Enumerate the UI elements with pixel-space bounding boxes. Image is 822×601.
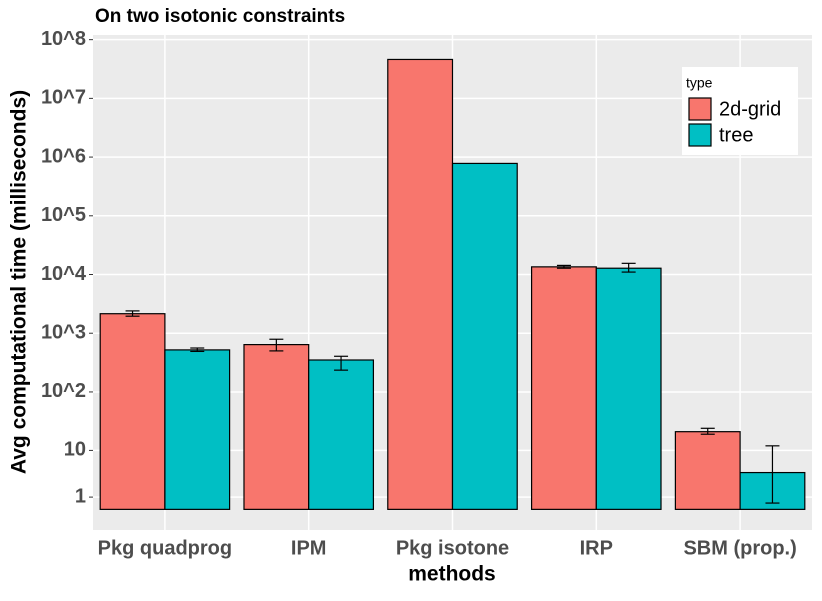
bar [387, 58, 454, 510]
x-axis-title: methods [408, 563, 496, 586]
bar [308, 359, 375, 510]
y-tick-label: 10^5 [41, 204, 86, 226]
y-tick-label: 10^6 [41, 145, 86, 167]
x-tick-label: IRP [580, 537, 613, 559]
y-tick-label: 10^3 [41, 322, 86, 344]
legend-label: tree [719, 124, 753, 146]
y-axis-title: Avg computational time (milliseconds) [8, 90, 31, 474]
error-bar [700, 427, 715, 435]
bar [595, 267, 662, 510]
y-tick-label: 10 [64, 439, 86, 461]
x-tick-label: Pkg quadprog [98, 537, 232, 559]
x-tick-label: IPM [291, 537, 327, 559]
error-bar [556, 264, 571, 269]
y-tick-label: 10^8 [41, 28, 86, 50]
bar [530, 266, 597, 510]
chart-title: On two isotonic constraints [95, 6, 345, 27]
x-tick-label: SBM (prop.) [683, 537, 796, 559]
error-bar [334, 355, 349, 371]
y-tick-label: 10^7 [41, 87, 86, 109]
legend-key [688, 123, 712, 147]
error-bar [269, 338, 284, 352]
bar [243, 344, 310, 510]
y-tick-label: 1 [75, 485, 86, 507]
bar [164, 349, 231, 510]
error-bar [621, 262, 636, 273]
y-tick-label: 10^4 [41, 263, 87, 285]
error-bar [765, 445, 780, 504]
legend-key [688, 97, 712, 121]
bar [451, 162, 518, 510]
error-bar [190, 347, 205, 353]
x-tick-label: Pkg isotone [396, 537, 509, 559]
bar [674, 431, 741, 510]
y-tick-label: 10^2 [41, 380, 86, 402]
legend-label: 2d-grid [719, 98, 781, 120]
bar [99, 313, 166, 510]
error-bar [125, 310, 140, 317]
legend-title: type [686, 75, 713, 91]
